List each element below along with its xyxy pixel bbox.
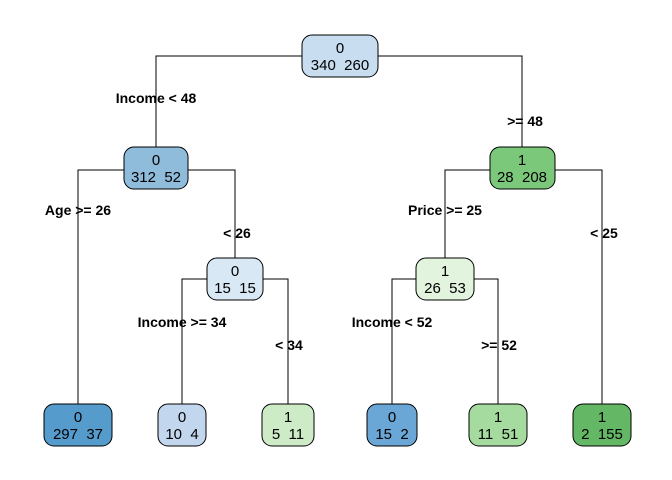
tree-node: 0 15 15 [206,257,264,301]
node-box [261,403,315,447]
node-class: 1 [518,152,526,169]
node-counts: 28 208 [497,169,547,186]
node-counts: 26 53 [424,280,466,297]
edge-n6-left [391,278,416,404]
split-label-n2-left: Age >= 26 [45,202,111,218]
node-class: 1 [441,263,449,280]
node-counts: 11 51 [478,426,519,443]
split-label-n3-left: Price >= 25 [408,202,482,218]
node-counts: 10 4 [165,426,198,443]
node-box [489,146,556,190]
node-box [366,403,418,447]
split-labels: Income < 48 >= 48 Age >= 26 < 26 Price >… [45,90,618,353]
split-label-n3-right: < 25 [590,225,618,241]
node-counts: 15 15 [214,280,256,297]
node-class: 0 [231,263,239,280]
edge-root-left [155,55,302,147]
tree-node: 1 5 11 [261,403,315,447]
node-box [415,257,475,301]
node-box [157,403,207,447]
node-counts: 5 11 [272,426,304,443]
edge-n5-right [263,278,289,404]
node-counts: 312 52 [131,169,181,186]
tree-node: 0 312 52 [123,146,189,190]
tree-edges [77,55,603,404]
tree-node: 0 10 4 [157,403,207,447]
node-box [572,403,632,447]
node-class: 1 [598,409,606,426]
node-box [123,146,189,190]
node-counts: 297 37 [53,426,103,443]
split-label-n2-right: < 26 [223,225,251,241]
split-label-root-left: Income < 48 [116,90,197,106]
node-counts: 2 155 [581,426,623,443]
edge-n2-left [77,169,124,404]
edge-n2-right [188,169,236,258]
split-label-n5-left: Income >= 34 [138,314,227,330]
node-box [301,34,379,78]
node-counts: 340 260 [311,57,369,74]
node-box [468,403,528,447]
edge-n5-left [181,278,207,404]
split-label-n6-left: Income < 52 [352,314,433,330]
edge-n3-right [555,169,603,404]
node-class: 0 [74,409,82,426]
tree-node: 0 15 2 [366,403,418,447]
node-class: 0 [178,409,186,426]
tree-node: 1 11 51 [468,403,528,447]
tree-node: 1 28 208 [489,146,556,190]
split-label-root-right: >= 48 [507,113,543,129]
edge-root-right [378,55,523,147]
tree-node: 1 2 155 [572,403,632,447]
node-class: 0 [388,409,396,426]
tree-node: 1 26 53 [415,257,475,301]
edge-n3-left [444,169,490,258]
node-class: 1 [494,409,502,426]
edge-n6-right [474,278,499,404]
split-label-n6-right: >= 52 [481,337,517,353]
node-box [43,403,113,447]
split-label-n5-right: < 34 [275,337,303,353]
tree-node: 0 297 37 [43,403,113,447]
node-box [206,257,264,301]
node-counts: 15 2 [375,426,408,443]
node-class: 1 [284,409,292,426]
tree-node: 0 340 260 [301,34,379,78]
node-class: 0 [152,152,160,169]
node-class: 0 [336,40,344,57]
